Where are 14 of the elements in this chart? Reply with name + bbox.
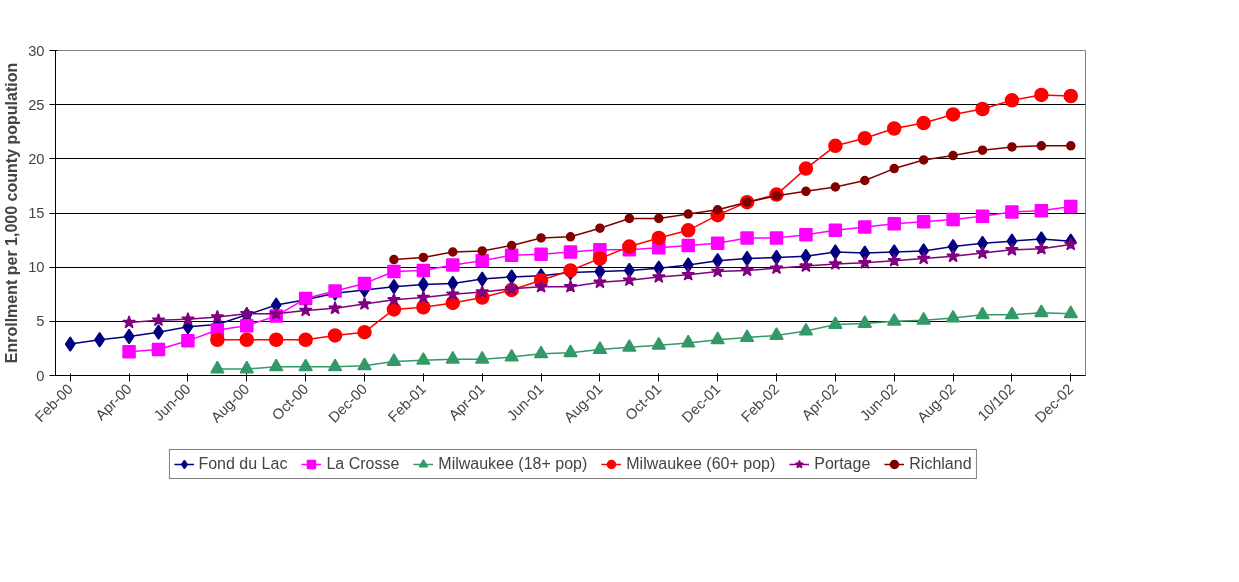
legend-label: Richland xyxy=(909,455,972,473)
y-tick-label: 5 xyxy=(36,313,45,330)
y-tick-label: 30 xyxy=(28,42,45,59)
y-tick-label: 10 xyxy=(28,259,45,276)
y-tick-label: 0 xyxy=(36,367,45,384)
y-tick-label: 15 xyxy=(28,205,45,221)
legend-label: Portage xyxy=(814,455,871,473)
legend-label: Milwaukee (18+ pop) xyxy=(438,455,588,473)
y-axis-title: Enrollment per 1,000 county population xyxy=(3,62,21,364)
legend-label: La Crosse xyxy=(326,455,400,473)
y-tick-label: 25 xyxy=(28,96,45,113)
y-tick-label: 20 xyxy=(28,150,45,167)
legend-label: Milwaukee (60+ pop) xyxy=(626,455,776,473)
legend-label: Fond du Lac xyxy=(198,455,288,473)
